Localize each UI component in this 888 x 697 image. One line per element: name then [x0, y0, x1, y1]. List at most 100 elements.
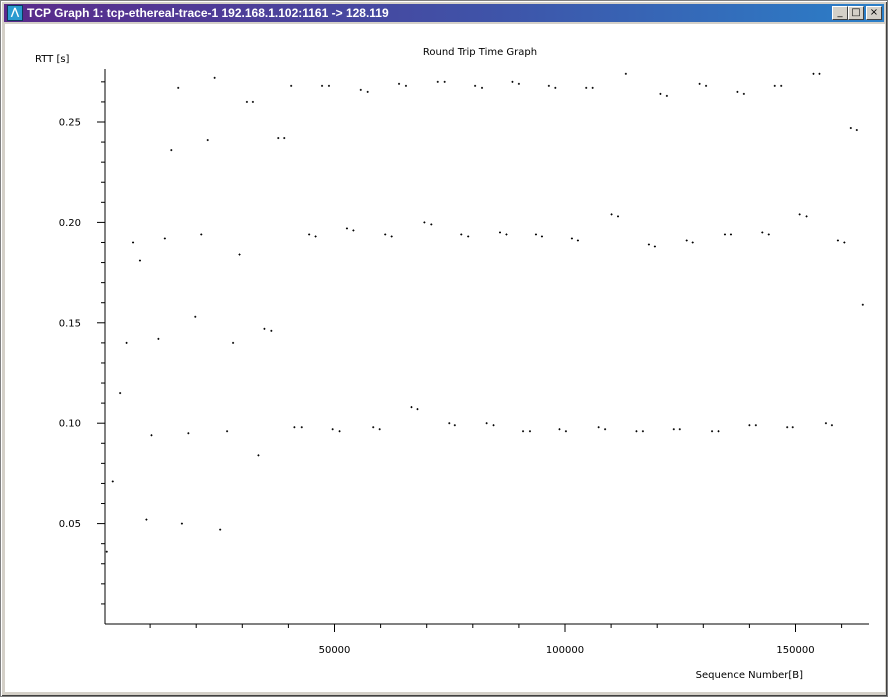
rtt-point	[105, 550, 108, 553]
x-tick-label: 50000	[319, 645, 351, 656]
rtt-point	[436, 80, 439, 83]
rtt-point	[736, 90, 739, 93]
y-axis-label: RTT [s]	[35, 54, 70, 65]
rtt-point	[270, 329, 273, 332]
rtt-point	[194, 315, 197, 318]
rtt-point	[635, 430, 638, 433]
rtt-point	[327, 84, 330, 87]
x-tick-label: 100000	[546, 645, 584, 656]
x-axis-label: Sequence Number[B]	[696, 670, 803, 681]
rtt-point	[404, 84, 407, 87]
rtt-point	[672, 428, 675, 431]
rtt-point	[290, 84, 293, 87]
minimize-button[interactable]: _	[832, 6, 848, 20]
rtt-chart[interactable]: Round Trip Time Graph RTT [s] Sequence N…	[5, 24, 885, 692]
rtt-point	[505, 233, 508, 236]
window-controls: _ □ ×	[832, 6, 882, 20]
rtt-point	[855, 129, 858, 132]
rtt-point	[111, 480, 114, 483]
rtt-point	[378, 428, 381, 431]
rtt-point	[314, 235, 317, 238]
rtt-point	[453, 424, 456, 427]
app-logo-icon[interactable]: ⋀	[7, 5, 23, 21]
rtt-point	[780, 84, 783, 87]
rtt-point	[659, 92, 662, 95]
window-title: TCP Graph 1: tcp-ethereal-trace-1 192.16…	[27, 6, 389, 20]
rtt-point	[443, 80, 446, 83]
rtt-point	[232, 341, 235, 344]
rtt-point	[170, 149, 173, 152]
rtt-point	[698, 82, 701, 85]
rtt-point	[558, 428, 561, 431]
rtt-point	[277, 137, 280, 140]
y-tick-label: 0.15	[59, 318, 81, 329]
rtt-point	[761, 231, 764, 234]
close-button[interactable]: ×	[866, 6, 882, 20]
rtt-point	[308, 233, 311, 236]
rtt-point	[824, 422, 827, 425]
rtt-point	[585, 86, 588, 89]
rtt-point	[597, 426, 600, 429]
rtt-point	[540, 235, 543, 238]
rtt-point	[685, 239, 688, 242]
y-axis-ticks: 0.05 0.10 0.15 0.20 0.25	[59, 81, 105, 605]
rtt-point	[798, 213, 801, 216]
rtt-point	[410, 406, 413, 409]
rtt-point	[554, 86, 557, 89]
rtt-point	[748, 424, 751, 427]
rtt-point	[157, 337, 160, 340]
rtt-point	[647, 243, 650, 246]
rtt-point	[416, 408, 419, 411]
graph-canvas[interactable]: Round Trip Time Graph RTT [s] Sequence N…	[5, 24, 885, 692]
rtt-point	[624, 72, 627, 75]
rtt-point	[849, 127, 852, 130]
x-tick-label: 150000	[776, 645, 814, 656]
rtt-point	[767, 233, 770, 236]
y-tick-label: 0.05	[59, 519, 81, 530]
rtt-point	[711, 430, 714, 433]
rtt-point	[830, 424, 833, 427]
rtt-point	[742, 92, 745, 95]
rtt-point	[843, 241, 846, 244]
rtt-point	[641, 430, 644, 433]
rtt-point	[570, 237, 573, 240]
rtt-point	[517, 82, 520, 85]
rtt-point	[604, 428, 607, 431]
rtt-point	[467, 235, 470, 238]
rtt-point	[773, 84, 776, 87]
rtt-point	[665, 94, 668, 97]
rtt-point	[398, 82, 401, 85]
rtt-point	[511, 80, 514, 83]
rtt-point	[717, 430, 720, 433]
rtt-point	[257, 454, 260, 457]
rtt-point	[423, 221, 426, 224]
rtt-point	[705, 84, 708, 87]
rtt-point	[691, 241, 694, 244]
rtt-point	[226, 430, 229, 433]
rtt-point	[366, 90, 369, 93]
rtt-point	[617, 215, 620, 218]
rtt-point	[474, 84, 477, 87]
title-bar[interactable]: ⋀ TCP Graph 1: tcp-ethereal-trace-1 192.…	[4, 4, 884, 22]
rtt-point	[263, 327, 266, 330]
rtt-point	[138, 259, 141, 262]
rtt-point	[576, 239, 579, 242]
y-tick-label: 0.10	[59, 419, 81, 430]
rtt-point	[836, 239, 839, 242]
rtt-point	[754, 424, 757, 427]
rtt-point	[206, 139, 209, 142]
rtt-point	[390, 235, 393, 238]
rtt-point	[564, 430, 567, 433]
rtt-point	[321, 84, 324, 87]
rtt-point	[481, 86, 484, 89]
rtt-point	[293, 426, 296, 429]
rtt-point	[547, 84, 550, 87]
rtt-point	[132, 241, 135, 244]
rtt-point	[384, 233, 387, 236]
rtt-point	[238, 253, 241, 256]
rtt-point	[448, 422, 451, 425]
maximize-button[interactable]: □	[848, 6, 864, 20]
rtt-point	[534, 233, 537, 236]
rtt-point	[786, 426, 789, 429]
